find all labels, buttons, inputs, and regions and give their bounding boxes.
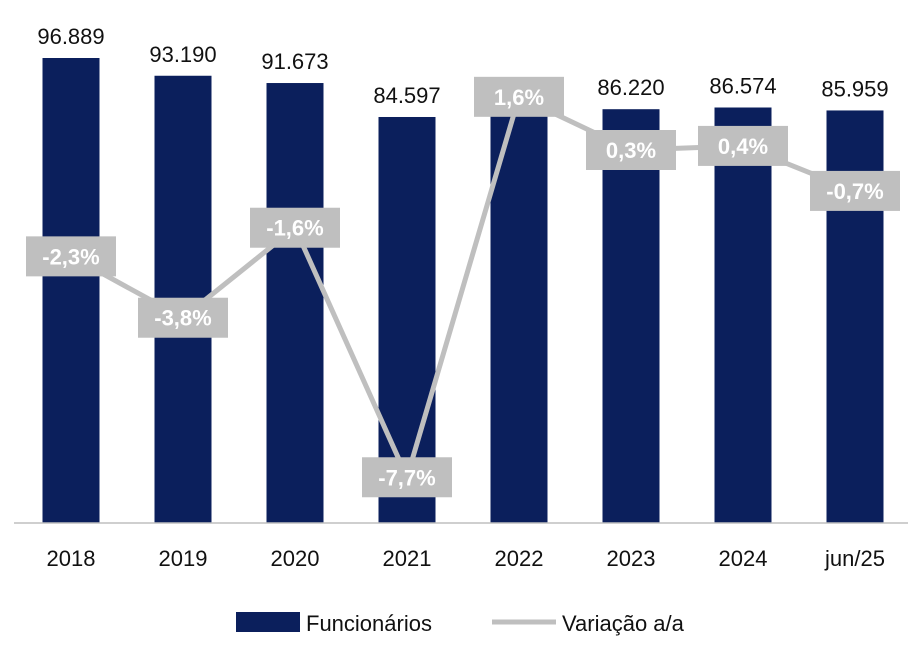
x-tick-label: jun/25 <box>824 546 885 571</box>
legend-label-variacao: Variação a/a <box>562 611 685 636</box>
bar-value-label: 96.889 <box>37 24 104 49</box>
bars-layer <box>42 58 884 524</box>
x-tick-label: 2019 <box>159 546 208 571</box>
x-tick-label: 2023 <box>607 546 656 571</box>
bar-2020 <box>266 83 324 524</box>
bar-value-label: 86.574 <box>709 74 776 99</box>
variation-label-2023: 0,3% <box>586 130 676 170</box>
bar-value-label: 84.597 <box>373 83 440 108</box>
legend-swatch-funcionarios <box>236 612 300 632</box>
variation-value-label: -3,8% <box>154 306 211 331</box>
x-ticks-layer: 2018 2019 2020 2021 2022 2023 2024 jun/25 <box>47 546 885 571</box>
variation-label-2020: -1,6% <box>250 207 340 248</box>
bar-value-label: 86.220 <box>597 75 664 100</box>
variation-label-2024: 0,4% <box>698 125 788 166</box>
variation-label-box <box>698 125 788 166</box>
variation-label-jun-25: -0,7% <box>810 170 900 211</box>
bar-2023 <box>602 109 660 523</box>
variation-labels-layer: -2,3% -3,8% -1,6% -7,7% 1,6% 0,3% 0,4% -0,7% <box>26 76 900 498</box>
variation-label-2022: 1,6% <box>474 76 564 117</box>
variation-label-box <box>586 130 676 170</box>
legend-label-funcionarios: Funcionários <box>306 611 432 636</box>
bar-value-label: 93.190 <box>149 42 216 67</box>
variation-label-box <box>250 207 340 248</box>
legend: Funcionários Variação a/a <box>236 611 685 636</box>
x-tick-label: 2020 <box>271 546 320 571</box>
variation-label-2019: -3,8% <box>138 297 228 338</box>
variation-label-box <box>474 76 564 117</box>
x-tick-label: 2024 <box>719 546 768 571</box>
bar-2022 <box>490 110 548 523</box>
bar-2024 <box>714 107 772 523</box>
variation-value-label: -2,3% <box>42 244 99 269</box>
variation-value-label: 0,4% <box>718 134 768 159</box>
variation-value-label: 0,3% <box>606 138 656 163</box>
variation-label-box <box>26 236 116 277</box>
variation-label-box <box>138 297 228 338</box>
x-tick-label: 2021 <box>383 546 432 571</box>
variation-value-label: 1,6% <box>494 85 544 110</box>
bar-2018 <box>42 58 100 523</box>
variation-label-2018: -2,3% <box>26 236 116 277</box>
variation-value-label: -7,7% <box>378 465 435 490</box>
variation-label-2021: -7,7% <box>362 457 452 498</box>
x-tick-label: 2022 <box>495 546 544 571</box>
bar-value-label: 85.959 <box>821 76 888 101</box>
x-tick-label: 2018 <box>47 546 96 571</box>
variation-label-box <box>810 170 900 211</box>
bar-2021 <box>378 116 436 523</box>
bar-value-label: 91.673 <box>261 49 328 74</box>
variation-value-label: -1,6% <box>266 216 323 241</box>
variation-value-label: -0,7% <box>826 179 883 204</box>
variation-label-box <box>362 457 452 498</box>
